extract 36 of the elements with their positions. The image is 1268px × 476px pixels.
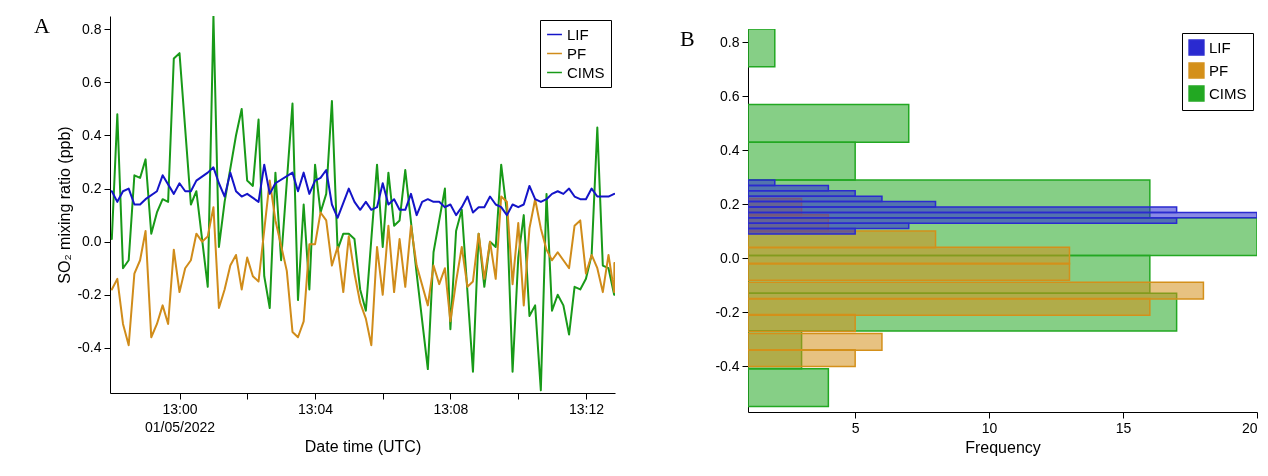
x-axis-title: Date time (UTC) bbox=[304, 437, 422, 455]
x-tick-label: 13:12 bbox=[568, 400, 605, 417]
x-tick-label: 13:08 bbox=[433, 400, 469, 417]
line-series bbox=[110, 163, 615, 219]
legend-label: CIMS bbox=[1209, 84, 1247, 102]
legend-label: LIF bbox=[567, 25, 589, 43]
y-tick-label: 0.4 bbox=[82, 126, 102, 143]
y-tick-label: -0.4 bbox=[715, 357, 740, 374]
x-tick-label: 20 bbox=[1241, 419, 1258, 436]
y-tick-label: -0.4 bbox=[77, 339, 102, 356]
y-tick-label: 0.6 bbox=[82, 73, 102, 90]
line-series bbox=[110, 16, 615, 392]
line-series bbox=[110, 179, 615, 347]
y-tick-label: 0.0 bbox=[720, 249, 740, 266]
y-tick-label: 0.6 bbox=[720, 87, 740, 104]
x-tick-label: 10 bbox=[981, 419, 998, 436]
y-tick-label: 0.2 bbox=[82, 180, 102, 197]
legend-label: PF bbox=[567, 44, 587, 62]
y-tick-label: -0.2 bbox=[715, 303, 740, 320]
chart-title: A bbox=[34, 13, 50, 38]
y-tick-label: 0.0 bbox=[82, 233, 102, 250]
legend-label: PF bbox=[1209, 61, 1229, 79]
x-tick-label: 15 bbox=[1115, 419, 1132, 436]
y-tick-label: -0.2 bbox=[77, 286, 102, 303]
y-tick-label: 0.8 bbox=[720, 33, 740, 50]
x-tick-label: 13:00 01/05/2022 bbox=[144, 400, 216, 435]
y-axis-title: SO₂ mixing ratio (ppb) bbox=[56, 126, 74, 284]
x-axis-title: Frequency bbox=[965, 438, 1041, 456]
x-tick-label: 13:04 bbox=[298, 400, 334, 417]
legend-label: LIF bbox=[1209, 38, 1231, 56]
y-tick-label: 0.4 bbox=[720, 141, 740, 158]
chart-title: B bbox=[680, 26, 695, 51]
y-tick-label: 0.8 bbox=[82, 20, 102, 37]
y-tick-label: 0.2 bbox=[720, 195, 740, 212]
legend-label: CIMS bbox=[567, 63, 605, 81]
x-tick-label: 5 bbox=[851, 419, 860, 436]
